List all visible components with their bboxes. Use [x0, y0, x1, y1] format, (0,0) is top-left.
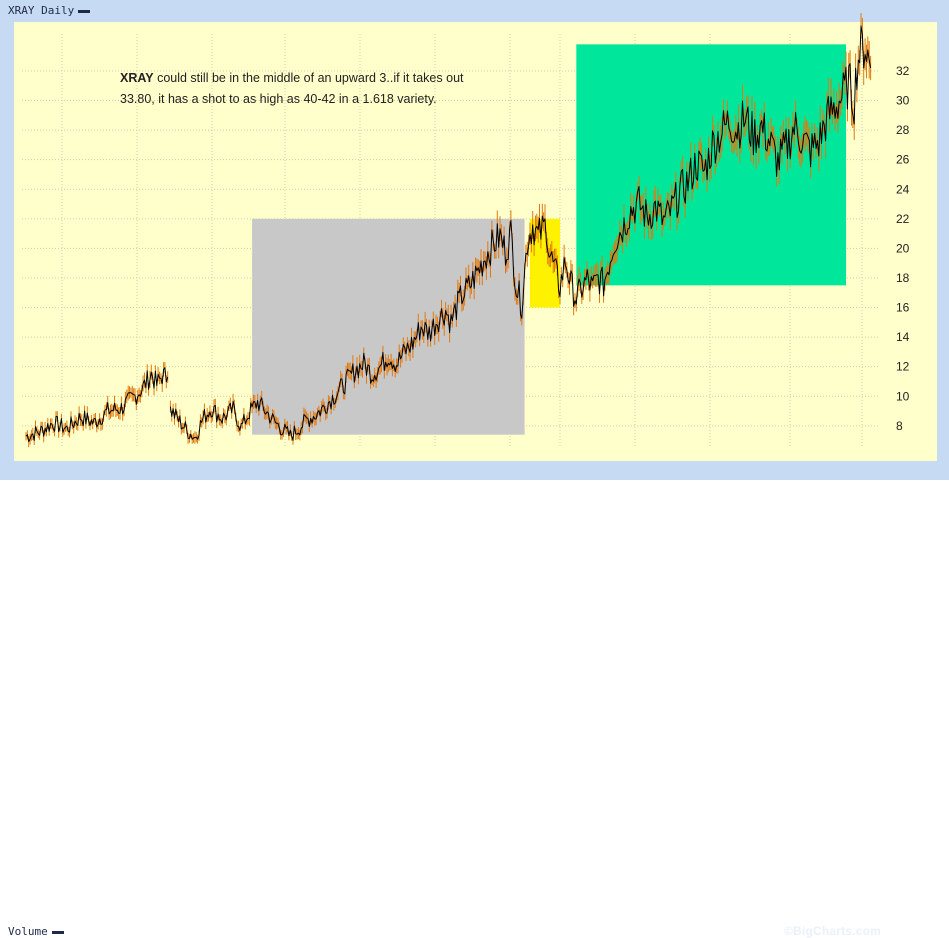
- left-frame: [0, 22, 14, 461]
- y-tick-label: 32: [896, 64, 910, 78]
- y-tick-label: 20: [896, 241, 910, 255]
- volume-label-text: Volume: [8, 925, 48, 938]
- right-frame: [937, 22, 949, 461]
- price-chart: 8 10 12 14 16 18 20 22 24 26 28 30 32: [22, 13, 910, 448]
- footer-bar: Volume ©BigCharts.com: [0, 461, 949, 938]
- volume-dash-icon: [51, 930, 64, 934]
- watermark: ©BigCharts.com: [784, 924, 881, 938]
- y-tick-label: 12: [896, 360, 910, 374]
- annotation-note: XRAY could still be in the middle of an …: [120, 68, 480, 110]
- y-tick-label: 22: [896, 212, 910, 226]
- y-tick-label: 26: [896, 153, 910, 167]
- y-tick-label: 24: [896, 182, 910, 196]
- price-line-1: [25, 367, 169, 443]
- annotation-ticker: XRAY: [120, 71, 154, 85]
- volume-label: Volume: [8, 925, 64, 938]
- price-line-2: [169, 25, 872, 441]
- y-tick-label: 18: [896, 271, 910, 285]
- y-tick-label: 14: [896, 330, 910, 344]
- header-bar: XRAY Daily: [0, 0, 949, 22]
- y-tick-label: 28: [896, 123, 910, 137]
- y-tick-label: 30: [896, 94, 910, 108]
- title-dash-icon: [78, 9, 91, 13]
- annotation-text: could still be in the middle of an upwar…: [120, 71, 464, 106]
- gray-box: [252, 218, 525, 435]
- y-tick-label: 8: [896, 419, 903, 433]
- y-tick-label: 16: [896, 301, 910, 315]
- y-tick-label: 10: [896, 389, 910, 403]
- chart-title: XRAY Daily: [8, 4, 91, 17]
- chart-title-text: XRAY Daily: [8, 4, 75, 17]
